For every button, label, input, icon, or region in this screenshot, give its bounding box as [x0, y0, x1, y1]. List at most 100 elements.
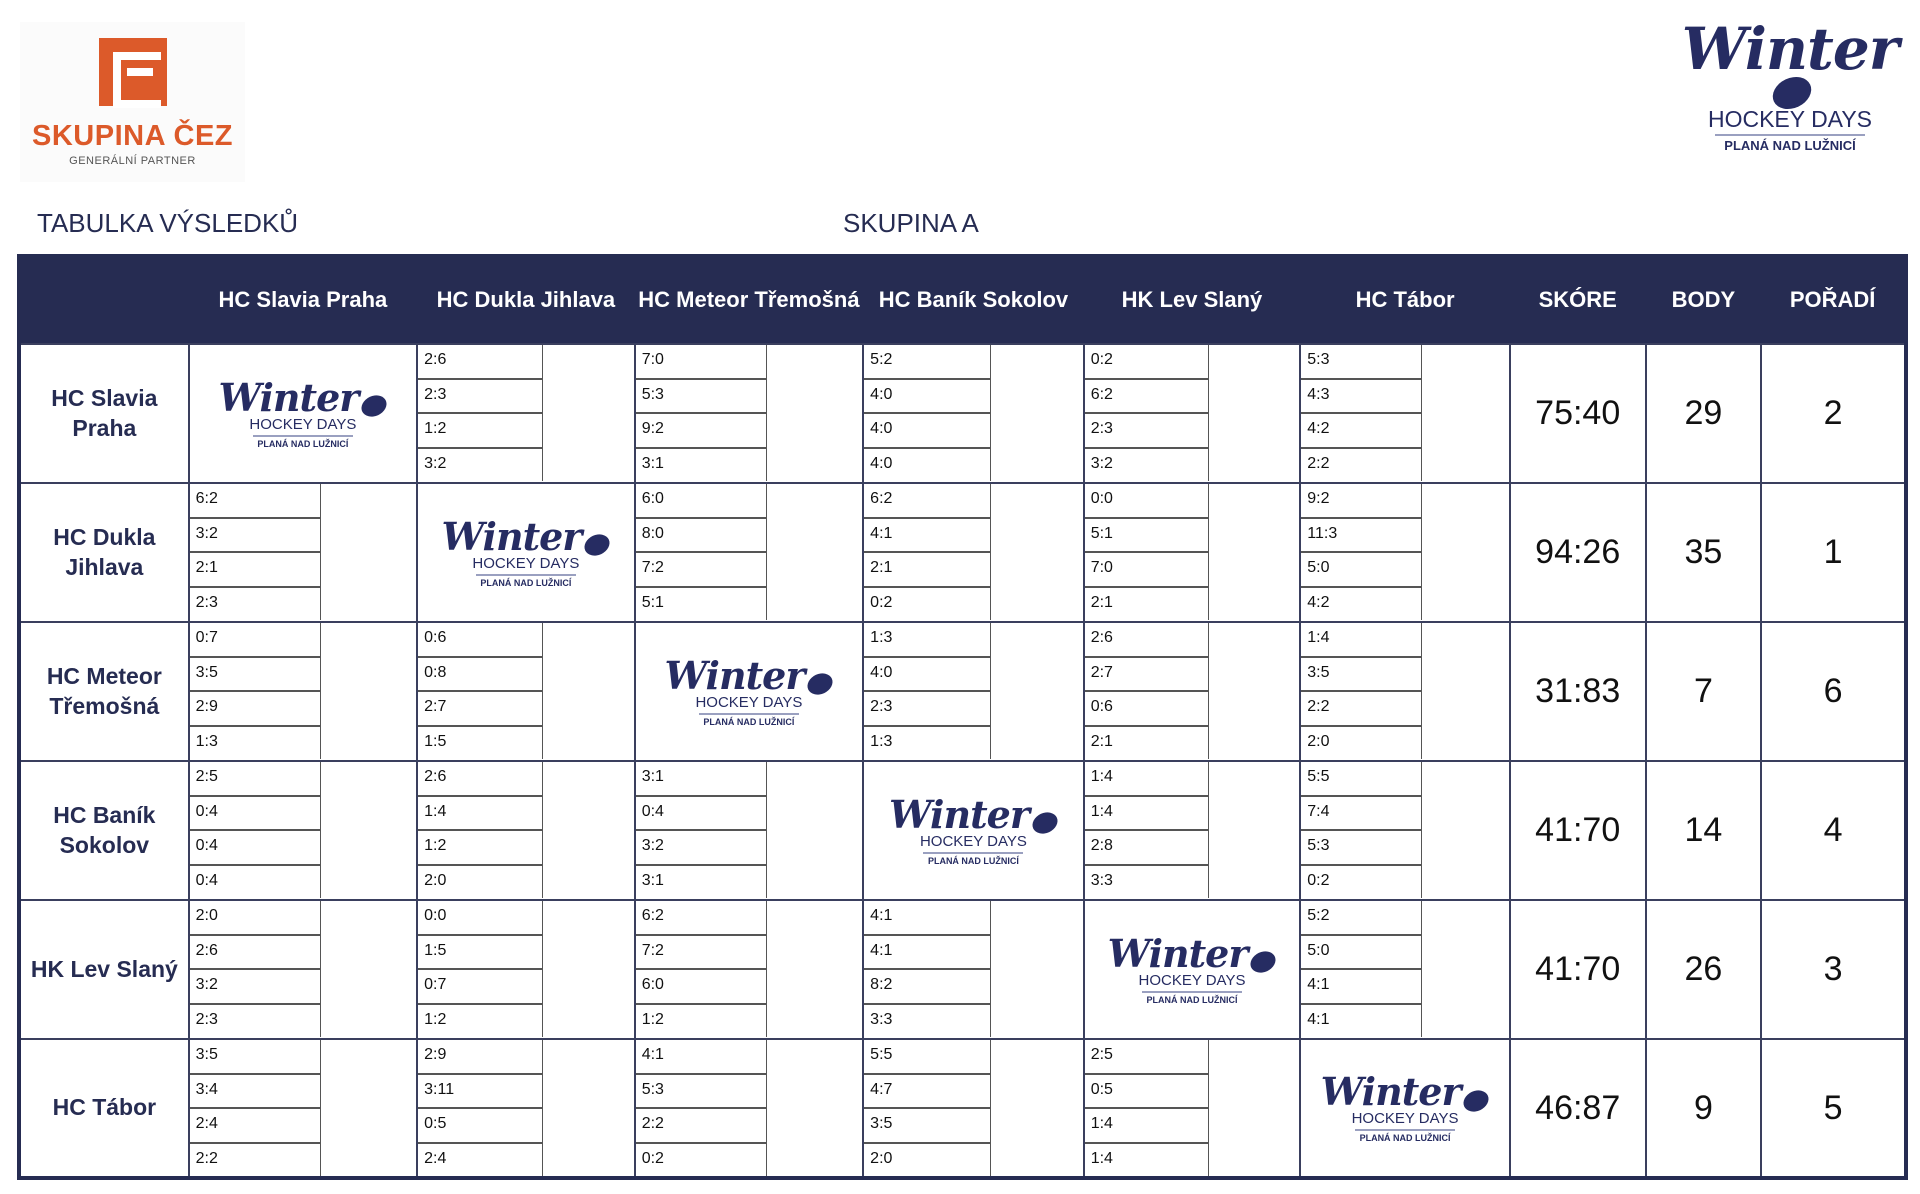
logo-divider	[1141, 990, 1242, 993]
match-scores: 5:5 4:7 3:5 2:0	[864, 1040, 991, 1176]
match-scores: 0:2 6:2 2:3 3:2	[1084, 345, 1210, 481]
match-score: 2:2	[1301, 692, 1421, 727]
match-score: 3:3	[1090, 871, 1113, 889]
match-score: 4:3	[1301, 380, 1421, 414]
match-score: 2:6	[189, 936, 321, 970]
match-score: 5:2	[864, 345, 990, 380]
match-score: 5:0	[1301, 553, 1421, 588]
match-score: 3:2	[189, 519, 321, 553]
match-score: 6:2	[189, 484, 321, 519]
logo-place-text: PLANÁ NAD LUŽNICÍ	[703, 716, 795, 727]
results-cell: 2:6 1:4 1:2 2:0	[416, 760, 636, 901]
results-cell: 0:0 1:5 0:7 1:2	[416, 899, 636, 1040]
logo-divider	[1715, 134, 1865, 136]
match-score: 3:1	[635, 762, 767, 797]
logo-hockey-days-text: HOCKEY DAYS	[695, 693, 803, 711]
match-scores: 4:1 4:1 8:2 3:3	[864, 901, 991, 1037]
match-scores: 9:2 11:3 5:0 4:2	[1301, 484, 1422, 620]
match-score: 2:3	[864, 692, 990, 727]
logo-winter-text: Winter	[889, 791, 1030, 837]
column-header: BODY	[1645, 256, 1762, 344]
match-scores: 5:2 4:0 4:0 4:0	[864, 345, 991, 481]
team-name: HC Slavia Praha	[18, 343, 190, 484]
match-score: 1:5	[424, 732, 447, 750]
results-cell: 2:6 2:3 1:2 3:2	[416, 343, 636, 484]
match-score: 4:1	[1307, 1010, 1330, 1028]
match-score: 5:5	[864, 1040, 990, 1075]
match-scores: 0:0 1:5 0:7 1:2	[418, 901, 544, 1037]
results-cell: 0:2 6:2 2:3 3:2	[1082, 343, 1302, 484]
match-score: 0:4	[195, 871, 218, 889]
match-scores: 1:4 1:4 2:8 3:3	[1084, 762, 1210, 898]
header-row: HC Slavia Praha HC Dukla Jihlava HC Meteor…	[19, 256, 1906, 344]
cez-sponsor-logo: SKUPINA ČEZ GENERÁLNÍ PARTNER	[20, 22, 245, 182]
match-scores: 0:6 0:8 2:7 1:5	[418, 623, 544, 759]
puck-icon	[1460, 1086, 1493, 1116]
logo-place-text: PLANÁ NAD LUŽNICÍ	[1359, 1133, 1451, 1143]
results-cell: 2:5 0:4 0:4 0:4	[187, 760, 419, 901]
match-score: 0:2	[641, 1149, 664, 1167]
match-score: 7:0	[1084, 553, 1209, 588]
match-score: 3:1	[641, 871, 664, 889]
match-score: 3:5	[1301, 658, 1421, 692]
match-score: 0:5	[418, 1109, 543, 1144]
puck-icon	[1247, 947, 1280, 977]
logo-divider	[252, 434, 353, 437]
group-title: SKUPINA A	[843, 208, 979, 238]
match-score: 0:4	[189, 831, 321, 866]
puck-icon	[581, 530, 614, 560]
match-scores: 2:6 2:7 0:6 2:1	[1084, 623, 1210, 759]
match-score: 4:0	[864, 380, 990, 414]
results-cell: 1:4 1:4 2:8 3:3	[1082, 760, 1302, 901]
winter-hockey-days-logo: Winter HOCKEY DAYS PLANÁ NAD LUŽNICÍ	[864, 795, 1083, 866]
match-score: 11:3	[1301, 519, 1421, 553]
match-scores: 3:1 0:4 3:2 3:1	[635, 762, 768, 898]
logo-place-text: PLANÁ NAD LUŽNICÍ	[1724, 138, 1856, 153]
match-score: 8:0	[635, 519, 767, 553]
match-scores: 6:2 4:1 2:1 0:2	[864, 484, 991, 620]
match-score: 2:1	[1090, 593, 1113, 611]
match-score: 3:3	[870, 1010, 893, 1028]
cez-logo-icon	[98, 38, 167, 108]
total-score: 31:83	[1508, 621, 1647, 762]
match-score: 2:4	[189, 1109, 321, 1144]
results-cell: 5:2 5:0 4:1 4:1	[1299, 899, 1511, 1040]
match-score: 2:2	[195, 1149, 218, 1167]
results-cell: 5:2 4:0 4:0 4:0	[862, 343, 1085, 484]
self-match-cell: Winter HOCKEY DAYS PLANÁ NAD LUŽNICÍ	[1299, 1038, 1511, 1179]
results-cell: 2:6 2:7 0:6 2:1	[1082, 621, 1302, 762]
column-header: HK Lev Slaný	[1083, 256, 1301, 344]
match-scores: 5:2 5:0 4:1 4:1	[1301, 901, 1422, 1037]
match-score: 1:4	[1084, 762, 1209, 797]
match-score: 0:7	[418, 970, 543, 1005]
match-score: 2:3	[195, 1010, 218, 1028]
points: 7	[1644, 621, 1763, 762]
match-score: 5:1	[641, 593, 664, 611]
logo-hockey-days-text: HOCKEY DAYS	[1351, 1110, 1459, 1127]
match-score: 9:2	[635, 414, 767, 449]
rank: 3	[1760, 899, 1907, 1040]
match-score: 3:11	[418, 1075, 543, 1109]
match-score: 2:2	[635, 1109, 767, 1144]
match-score: 6:2	[864, 484, 990, 519]
match-score: 1:4	[418, 797, 543, 831]
results-cell: 7:0 5:3 9:2 3:1	[633, 343, 865, 484]
column-header: SKÓRE	[1509, 256, 1646, 344]
rank: 5	[1760, 1038, 1907, 1179]
match-score: 2:6	[418, 762, 543, 797]
logo-winter-text: Winter	[1107, 930, 1249, 976]
match-scores: 2:0 2:6 3:2 2:3	[189, 901, 322, 1037]
rank: 6	[1760, 621, 1907, 762]
self-match-cell: Winter HOCKEY DAYS PLANÁ NAD LUŽNICÍ	[1082, 899, 1302, 1040]
match-score: 2:5	[1084, 1040, 1209, 1075]
results-table: HC Slavia Praha HC Dukla Jihlava HC Meteor…	[17, 254, 1908, 1180]
match-score: 4:0	[864, 658, 990, 692]
column-header: HC Dukla Jihlava	[417, 256, 635, 344]
match-score: 0:0	[1084, 484, 1209, 519]
table-row: HC Meteor Třemošná 0:7 3:5 2:9 1:3 0:6 0:8 2:7 1…	[18, 621, 1907, 762]
results-cell: 2:5 0:5 1:4 1:4	[1082, 1038, 1302, 1179]
points: 29	[1644, 343, 1763, 484]
points: 14	[1644, 760, 1763, 901]
match-score: 2:4	[424, 1149, 447, 1167]
match-score: 1:3	[195, 732, 218, 750]
